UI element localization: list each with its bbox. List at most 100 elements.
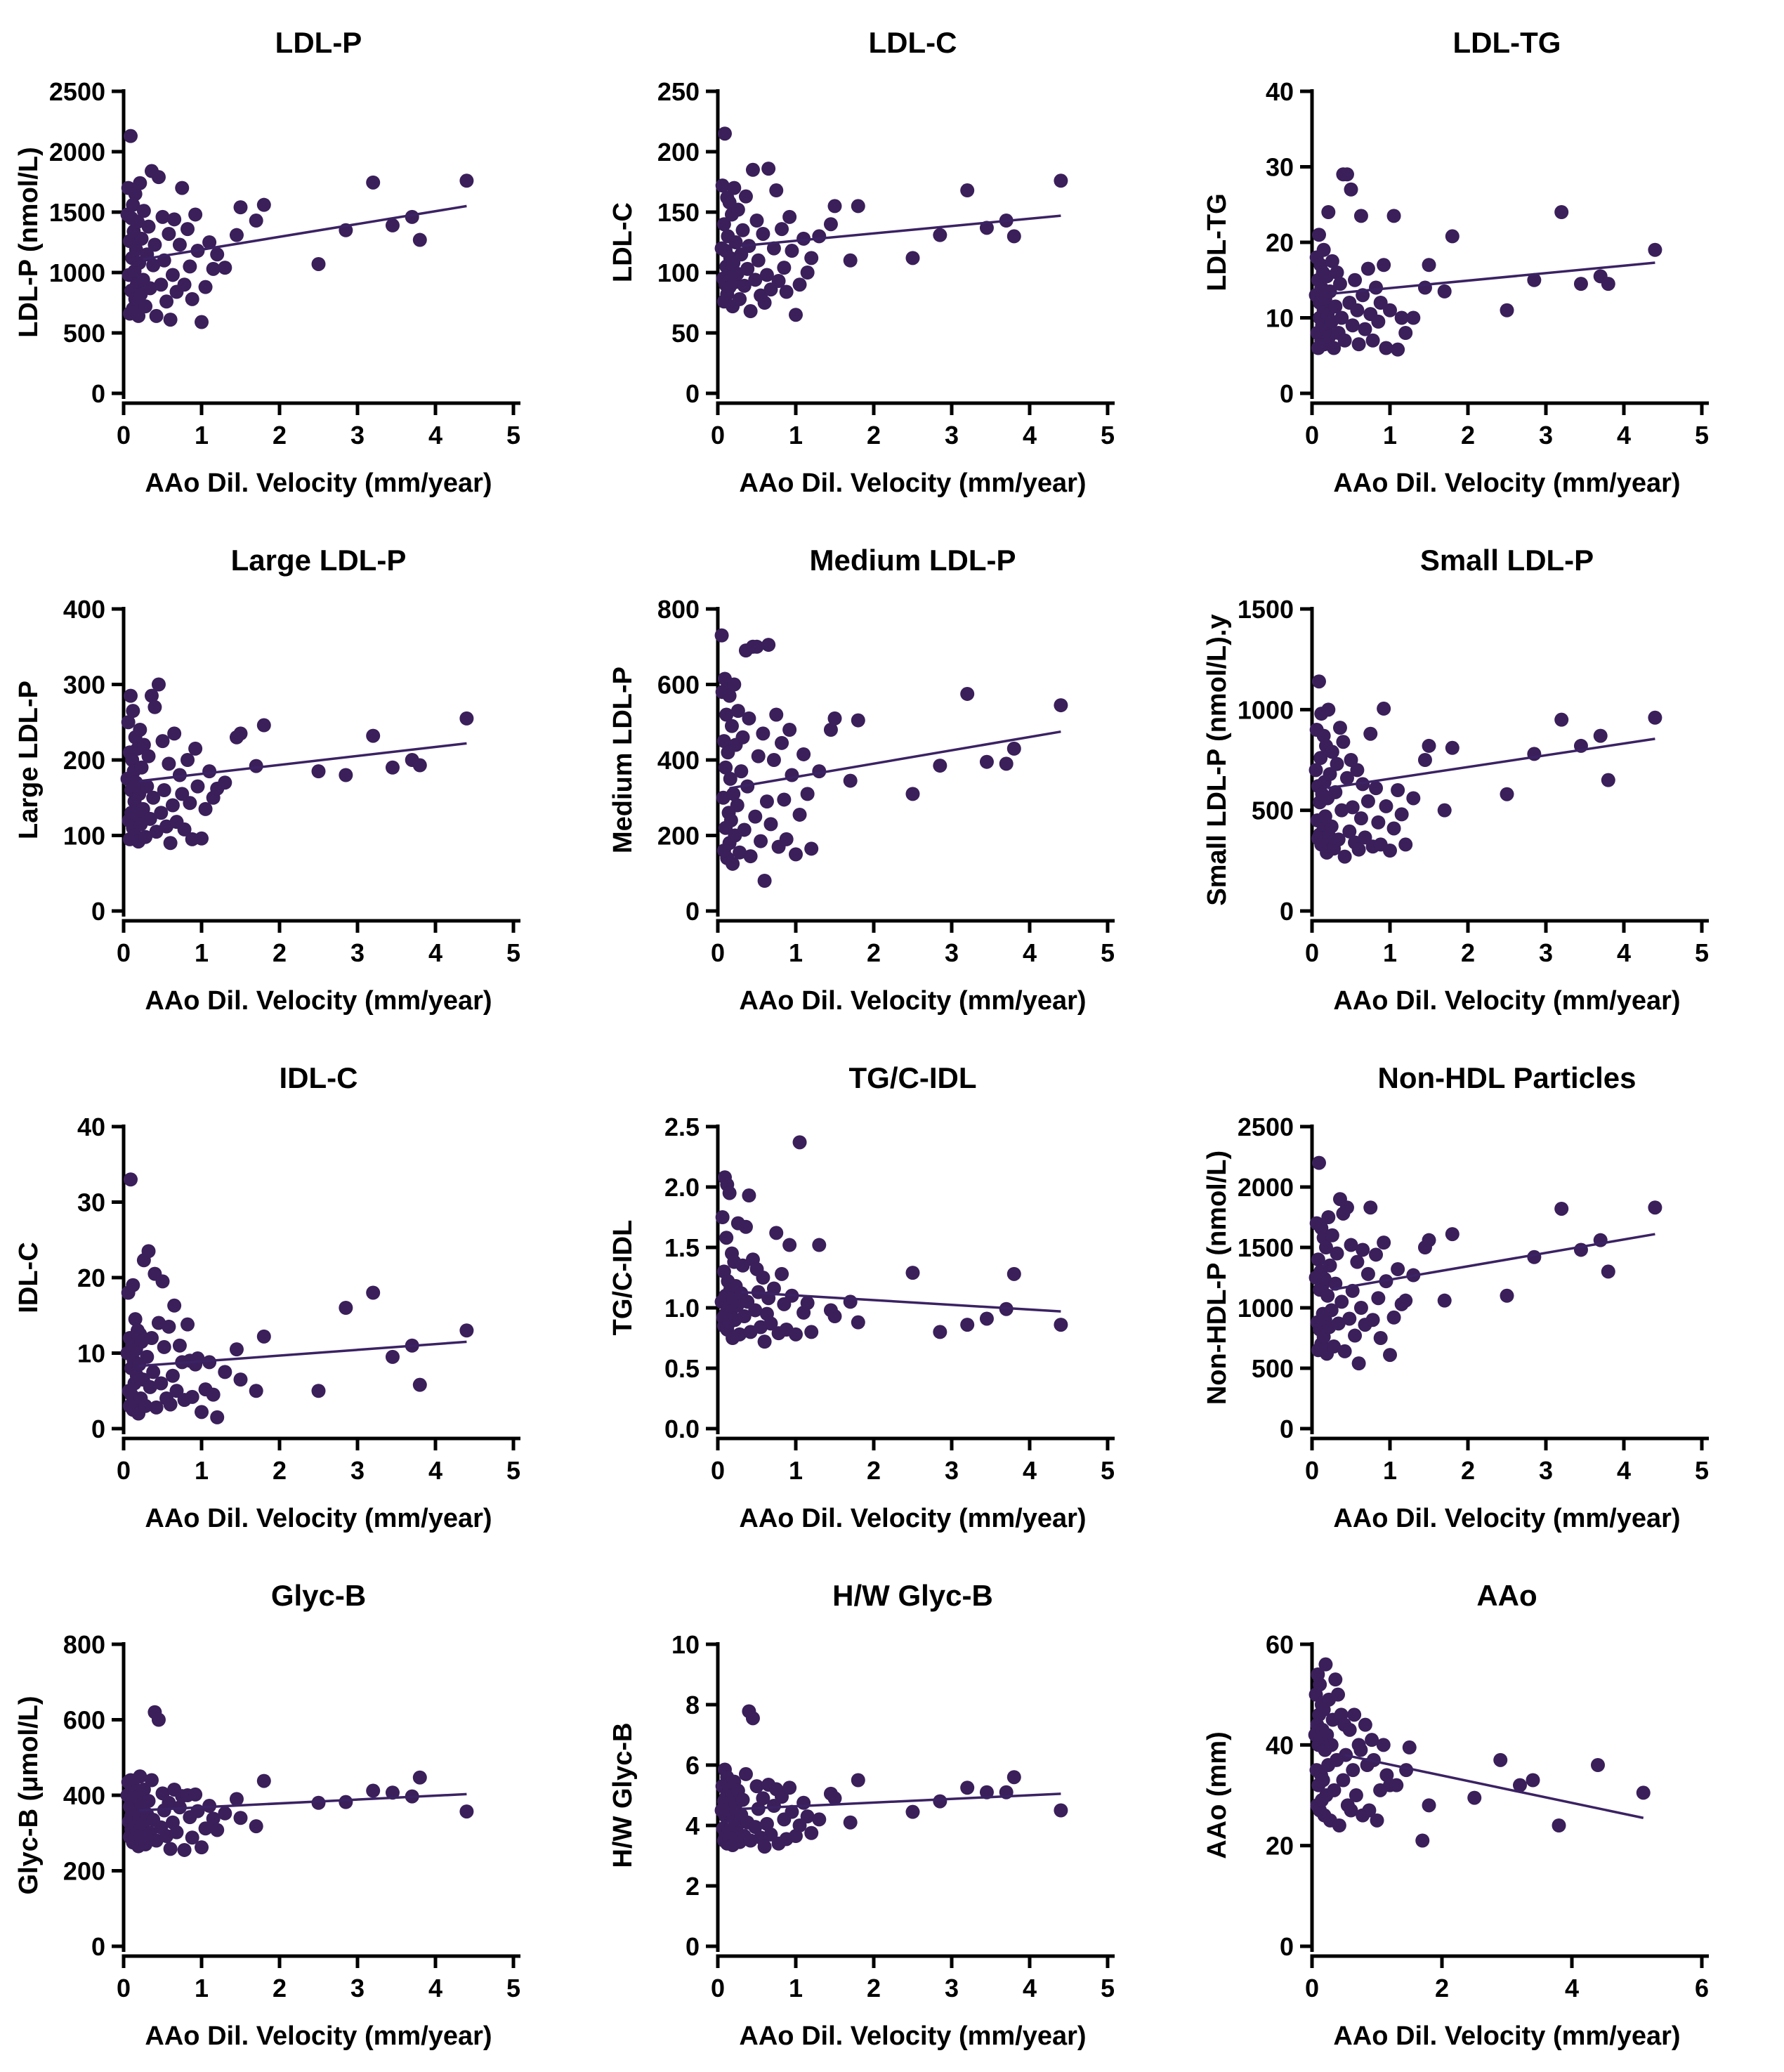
data-point [163, 836, 178, 851]
data-point [147, 700, 162, 714]
data-point [933, 228, 947, 242]
x-tick-label: 5 [506, 1456, 520, 1485]
data-point [177, 822, 192, 837]
y-tick-label: 0 [91, 1415, 105, 1443]
data-point [177, 1842, 192, 1857]
data-point [827, 199, 842, 214]
x-tick-label: 0 [117, 421, 131, 450]
data-point [256, 197, 271, 212]
data-point [144, 1773, 159, 1788]
chart-cell-idl-c: IDL-C IDL-C 0 10 20 30 40 0 1 2 3 4 5 AAo Dil. Veloci… [1, 1035, 595, 1553]
y-tick-label: 100 [63, 822, 105, 851]
x-tick-label: 4 [1617, 1456, 1631, 1485]
data-point [1311, 1155, 1326, 1170]
scatter-plot-tg-c-idl: TG/C-IDL TG/C-IDL 0.0 0.5 1.0 1.5 2.0 2.5 0 1 2 3 4 5… [608, 1061, 1115, 1533]
x-tick-label: 5 [1101, 421, 1115, 450]
y-axis-label: Small LDL-P (nmol/L).y [1202, 614, 1232, 905]
data-point [1648, 242, 1662, 257]
data-point [1331, 1316, 1346, 1331]
data-point [167, 1298, 182, 1313]
y-tick-label: 400 [63, 1781, 105, 1810]
data-point [141, 1794, 156, 1809]
y-axis-label: IDL-C [14, 1242, 44, 1313]
data-point [796, 747, 811, 761]
x-tick-label: 3 [350, 938, 365, 967]
data-point [785, 768, 799, 782]
data-point [759, 268, 774, 282]
data-point [757, 874, 772, 888]
data-point [126, 197, 140, 212]
data-point [1386, 209, 1401, 223]
x-tick-label: 5 [506, 938, 520, 967]
chart-title: Medium LDL-P [810, 544, 1016, 577]
data-point [195, 315, 209, 329]
data-point [256, 718, 271, 733]
data-point [151, 170, 166, 185]
data-point [1330, 756, 1344, 771]
data-point [136, 204, 151, 218]
data-point [715, 178, 730, 193]
data-point [210, 1410, 225, 1424]
data-point [782, 1238, 797, 1252]
data-point [843, 1294, 858, 1309]
data-point [133, 176, 147, 190]
y-tick-label: 10 [77, 1339, 105, 1368]
data-point [827, 1309, 842, 1324]
data-point [749, 214, 764, 228]
data-point [1437, 803, 1452, 818]
scatter-plot-ldl-c: LDL-C LDL-C 0 50 100 150 200 250 0 1 2 3 4 5 AAo Dil. … [608, 26, 1115, 498]
data-points [120, 1172, 474, 1424]
y-tick-label: 60 [1266, 1630, 1294, 1659]
x-tick-label: 2 [273, 1456, 287, 1485]
data-point [1330, 1246, 1344, 1261]
data-point [218, 1365, 232, 1379]
x-tick-label: 2 [867, 1974, 881, 2002]
data-point [218, 261, 232, 275]
data-point [1324, 1738, 1339, 1752]
x-axis-label: AAo Dil. Velocity (mm/year) [739, 2021, 1086, 2051]
data-points [1309, 167, 1662, 357]
data-point [130, 214, 145, 229]
data-point [366, 728, 381, 743]
data-point [1406, 791, 1421, 806]
data-point [1445, 1227, 1460, 1242]
y-tick-label: 40 [77, 1113, 105, 1141]
data-point [1445, 229, 1460, 244]
data-point [754, 834, 768, 848]
y-tick-label: 1.5 [664, 1233, 700, 1262]
data-point [1311, 674, 1326, 689]
data-point [1353, 1301, 1368, 1315]
data-point [1313, 1677, 1327, 1692]
data-points [1309, 1155, 1662, 1371]
y-axis-label: Glyc-B (μmol/L) [14, 1696, 44, 1895]
x-tick-label: 3 [1539, 938, 1553, 967]
data-point [1391, 783, 1405, 797]
data-point [1313, 751, 1328, 766]
data-point [1360, 261, 1375, 276]
data-point [1601, 773, 1615, 787]
data-point [1327, 1339, 1342, 1354]
data-point [735, 730, 750, 745]
data-point [1358, 322, 1372, 336]
data-point [905, 787, 920, 801]
data-point [198, 1821, 213, 1836]
data-point [229, 1792, 244, 1807]
data-point [775, 735, 789, 750]
x-tick-label: 1 [789, 1456, 803, 1485]
x-tick-label: 1 [1383, 421, 1397, 450]
data-point [1417, 280, 1432, 295]
y-tick-label: 50 [671, 319, 700, 348]
data-point [339, 1795, 353, 1809]
data-point [146, 258, 161, 273]
chart-cell-aao: AAo AAo (mm) 0 20 40 60 0 2 4 6 AAo Dil. Velocity … [1189, 1553, 1783, 2071]
data-point [905, 1804, 920, 1819]
data-point [146, 1365, 161, 1379]
data-point [1369, 280, 1384, 295]
data-point [789, 1327, 803, 1342]
data-point [1328, 299, 1343, 314]
data-point [779, 832, 794, 846]
data-point [763, 1316, 778, 1331]
data-point [769, 183, 784, 198]
y-axis-label: Large LDL-P [14, 681, 44, 839]
chart-cell-hw-glyc-b: H/W Glyc-B H/W Glyc-B 0 2 4 6 8 10 0 1 2 3 4 5 AAo Dil… [595, 1553, 1189, 2071]
